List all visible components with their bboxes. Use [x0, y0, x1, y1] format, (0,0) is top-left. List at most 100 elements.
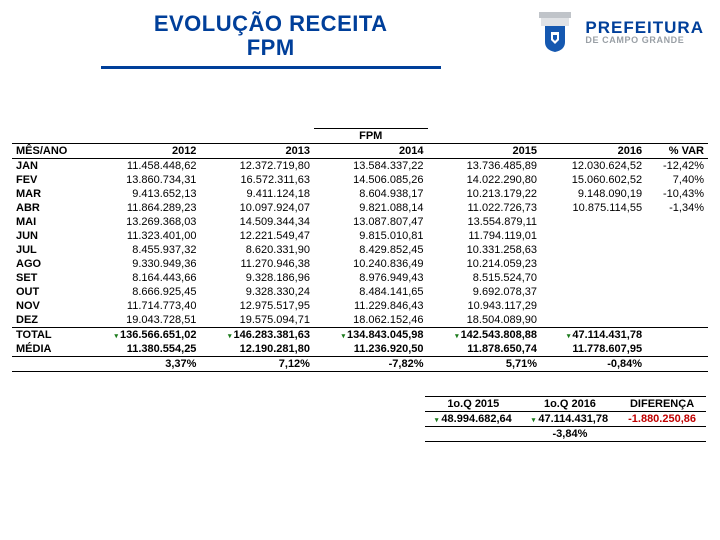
col-mesano: MÊS/ANO: [12, 144, 87, 159]
cell: -1,34%: [646, 201, 708, 215]
table-row: ABR11.864.289,2310.097.924,079.821.088,1…: [12, 201, 708, 215]
qv-diff: -1.880.250,86: [618, 412, 706, 427]
cell: -0,84%: [541, 357, 646, 372]
row-label: JUL: [12, 243, 87, 257]
cell: 11.236.920,50: [314, 342, 428, 357]
title-block: EVOLUÇÃO RECEITA FPM: [10, 8, 531, 69]
cell: [646, 328, 708, 343]
cell: 9.821.088,14: [314, 201, 428, 215]
q-2016: 1o.Q 2016: [522, 397, 618, 412]
cell: 9.148.090,19: [541, 187, 646, 201]
media-row-row: MÉDIA11.380.554,2512.190.281,8011.236.92…: [12, 342, 708, 357]
cell: 19.575.094,71: [200, 313, 314, 328]
cell: 9.330.949,36: [87, 257, 201, 271]
col-2015: 2015: [428, 144, 542, 159]
row-label: NOV: [12, 299, 87, 313]
row-label: OUT: [12, 285, 87, 299]
cell: 12.221.549,47: [200, 229, 314, 243]
cell: 16.572.311,63: [200, 173, 314, 187]
total-row-row: TOTAL▾ 136.566.651,02▾ 146.283.381,63 ▾ 1…: [12, 328, 708, 343]
row-label: JUN: [12, 229, 87, 243]
table-row: AGO9.330.949,3611.270.946,3810.240.836,4…: [12, 257, 708, 271]
cell: 15.060.602,52: [541, 173, 646, 187]
cell: 9.413.652,13: [87, 187, 201, 201]
title-line2: FPM: [247, 35, 295, 60]
pct-row-row: 3,37%7,12%-7,82%5,71%-0,84%: [12, 357, 708, 372]
row-label: AGO: [12, 257, 87, 271]
cell: ▾ 146.283.381,63: [200, 328, 314, 343]
cell: 11.778.607,95: [541, 342, 646, 357]
col-2013: 2013: [200, 144, 314, 159]
cell: [541, 257, 646, 271]
brand-text: PREFEITURA DE CAMPO GRANDE: [585, 19, 704, 45]
cell: [541, 285, 646, 299]
cell: 11.022.726,73: [428, 201, 542, 215]
table-row: JUL8.455.937,328.620.331,908.429.852,451…: [12, 243, 708, 257]
col-var: % VAR: [646, 144, 708, 159]
cell: 12.975.517,95: [200, 299, 314, 313]
cell: 13.087.807,47: [314, 215, 428, 229]
cell: 12.030.624,52: [541, 159, 646, 174]
cell: 9.815.010,81: [314, 229, 428, 243]
brand-bot: DE CAMPO GRANDE: [585, 36, 704, 45]
cell: 8.976.949,43: [314, 271, 428, 285]
cell: [541, 299, 646, 313]
cell: 11.380.554,25: [87, 342, 201, 357]
fpm-header: FPM: [314, 129, 428, 144]
row-label: TOTAL: [12, 328, 87, 343]
table-super-header: FPM: [12, 129, 708, 144]
cell: [541, 313, 646, 328]
cell: 13.736.485,89: [428, 159, 542, 174]
row-label: DEZ: [12, 313, 87, 328]
row-label: [12, 357, 87, 372]
cell: 10.331.258,63: [428, 243, 542, 257]
cell: [646, 257, 708, 271]
cell: 11.270.946,38: [200, 257, 314, 271]
cell: 13.269.368,03: [87, 215, 201, 229]
cell: 11.794.119,01: [428, 229, 542, 243]
cell: 7,40%: [646, 173, 708, 187]
cell: 5,71%: [428, 357, 542, 372]
cell: 13.860.734,31: [87, 173, 201, 187]
cell: [646, 357, 708, 372]
cell: 9.411.124,18: [200, 187, 314, 201]
cell: 8.484.141,65: [314, 285, 428, 299]
col-2016: 2016: [541, 144, 646, 159]
header: EVOLUÇÃO RECEITA FPM PREFEITURA DE CAMPO…: [0, 0, 720, 78]
cell: [646, 243, 708, 257]
qv-2016: ▾ 47.114.431,78: [522, 412, 618, 427]
q-2015: 1o.Q 2015: [425, 397, 522, 412]
cell: 19.043.728,51: [87, 313, 201, 328]
cell: 10.875.114,55: [541, 201, 646, 215]
quarter-header-row: 1o.Q 2015 1o.Q 2016 DIFERENÇA: [425, 397, 706, 412]
cell: [541, 271, 646, 285]
row-label: MAR: [12, 187, 87, 201]
crest-icon: [531, 10, 579, 54]
qv-2015: ▾ 48.994.682,64: [425, 412, 522, 427]
quarter-value-row: ▾ 48.994.682,64 ▾ 47.114.431,78 -1.880.2…: [425, 412, 706, 427]
table-row: NOV11.714.773,4012.975.517,9511.229.846,…: [12, 299, 708, 313]
row-label: MAI: [12, 215, 87, 229]
row-label: FEV: [12, 173, 87, 187]
cell: 7,12%: [200, 357, 314, 372]
cell: 11.229.846,43: [314, 299, 428, 313]
cell: [646, 285, 708, 299]
cell: 10.943.117,29: [428, 299, 542, 313]
cell: [646, 299, 708, 313]
row-label: JAN: [12, 159, 87, 174]
cell: -10,43%: [646, 187, 708, 201]
cell: 3,37%: [87, 357, 201, 372]
cell: -12,42%: [646, 159, 708, 174]
cell: 11.323.401,00: [87, 229, 201, 243]
cell: ▾ 136.566.651,02: [87, 328, 201, 343]
cell: [646, 313, 708, 328]
table-row: MAR9.413.652,139.411.124,188.604.938,171…: [12, 187, 708, 201]
cell: 18.062.152,46: [314, 313, 428, 328]
qp-1: -3,84%: [522, 427, 618, 442]
cell: 11.864.289,23: [87, 201, 201, 215]
cell: 8.429.852,45: [314, 243, 428, 257]
cell: ▾ 142.543.808,88: [428, 328, 542, 343]
cell: 12.372.719,80: [200, 159, 314, 174]
quarter-pct-row: -3,84%: [425, 427, 706, 442]
cell: [646, 271, 708, 285]
